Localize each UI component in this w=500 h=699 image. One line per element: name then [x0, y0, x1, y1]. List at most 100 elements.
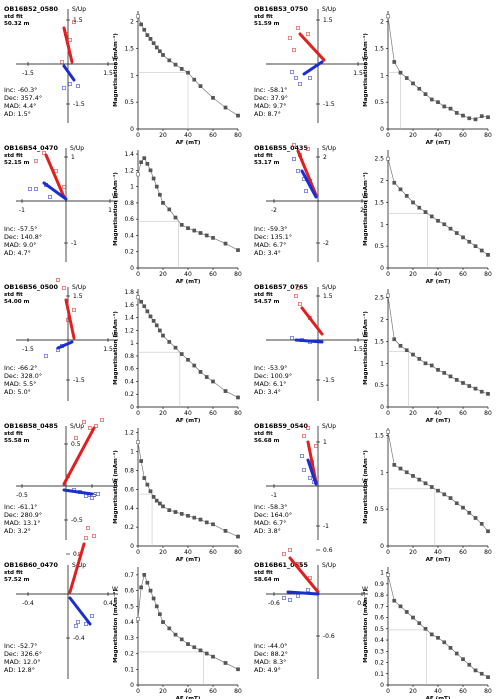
af-xtick-label: 40 — [434, 549, 442, 556]
zij-vertical-label: S/Up — [72, 284, 86, 291]
depth-label: 54.57 m — [254, 299, 280, 305]
af-xtick-label: 20 — [159, 271, 167, 278]
af-xtick-label: 40 — [434, 410, 442, 417]
af-point — [392, 180, 397, 185]
stat-ad: AD: 4.7° — [4, 249, 31, 257]
zij-vertical-label: S/Up — [322, 423, 336, 430]
af-xtick-label: 60 — [459, 271, 467, 278]
af-point — [139, 299, 143, 304]
af-point — [161, 620, 165, 624]
vertical-projection-point — [84, 536, 88, 540]
af-xlabel: AF (mT) — [426, 140, 451, 146]
af-ytick-label: 0 — [380, 543, 384, 550]
stat-mad: MAD: 9.7° — [254, 102, 286, 110]
vertical-projection-point — [66, 474, 70, 478]
af-xtick-label: 20 — [409, 271, 417, 278]
af-ytick-label: 0 — [130, 543, 134, 550]
af-ytick-label: 0.3 — [124, 635, 134, 642]
stat-ad: AD: 3.4° — [254, 388, 281, 396]
stat-mad: MAD: 5.5° — [4, 380, 36, 388]
af-ytick-label: 0 — [380, 126, 384, 133]
af-ytick-label: 1.5 — [374, 432, 384, 439]
vertical-projection-point — [34, 159, 38, 163]
zij-ytick-label: -1 — [71, 240, 77, 247]
af-point — [192, 363, 197, 368]
af-ytick-label: 1.4 — [124, 151, 134, 158]
af-point — [442, 222, 447, 227]
af-point — [198, 84, 203, 88]
stat-dec: Dec: 37.9° — [254, 94, 288, 102]
zij-ytick-label: -1.5 — [73, 377, 85, 384]
af-series-line — [387, 158, 489, 256]
af-xtick-label: 40 — [434, 271, 442, 278]
zij-ytick-label: 0.5 — [71, 441, 81, 448]
vertical-projection-point — [62, 185, 66, 189]
af-xlabel: AF (mT) — [426, 279, 451, 285]
af-point — [173, 62, 178, 67]
af-ytick-label: 0.5 — [374, 506, 384, 513]
zij-xtick-label: -0.5 — [16, 492, 28, 499]
vertical-projection-point — [88, 426, 92, 430]
af-ytick-label: 0.2 — [124, 249, 134, 256]
stat-mad: MAD: 13.1° — [4, 519, 40, 527]
af-series-line — [387, 431, 489, 532]
zij-xtick-label: -2 — [271, 207, 277, 214]
af-point — [386, 573, 390, 577]
af-ytick-label: 0 — [380, 682, 384, 689]
horizontal-projection-point — [34, 187, 38, 191]
vertical-projection-point — [306, 32, 310, 36]
horizontal-projection-fit — [306, 458, 318, 486]
af-point — [154, 604, 159, 609]
vertical-projection-point — [306, 147, 310, 151]
zij-xtick-label: -0.6 — [268, 600, 280, 607]
af-ytick-label: 1 — [130, 340, 134, 347]
af-ytick-label: 0.1 — [374, 671, 384, 678]
stat-dec: Dec: 328.0° — [4, 372, 42, 380]
stat-ad: AD: 1.5° — [4, 110, 31, 118]
stat-mad: MAD: 4.4° — [4, 102, 36, 110]
af-ytick-label: 0.6 — [124, 216, 134, 223]
af-point — [148, 168, 153, 173]
af-point — [454, 378, 459, 382]
af-ylabel: Magnetisation (mAm⁻¹) — [362, 450, 369, 524]
zij-horizontal-label: W — [362, 332, 368, 339]
sample-name: OB16B58_0485 — [4, 422, 58, 430]
vertical-projection-point — [60, 60, 64, 64]
af-xlabel: AF (mT) — [176, 418, 201, 424]
af-xtick-label: 60 — [209, 410, 217, 417]
zij-xtick-label: 2 — [360, 207, 364, 214]
af-point — [223, 105, 228, 110]
zij-ytick-label: 0.4 — [73, 551, 83, 558]
af-point — [454, 111, 459, 115]
af-ytick-label: 1.2 — [124, 430, 134, 437]
zij-ytick-label: 1.5 — [73, 293, 83, 300]
af-point — [158, 192, 162, 197]
af-xtick-label: 0 — [386, 132, 390, 139]
af-xtick-label: 40 — [184, 271, 192, 278]
horizontal-projection-point — [44, 354, 48, 358]
horizontal-projection-point — [74, 624, 78, 628]
af-point — [479, 389, 484, 394]
af-point — [145, 580, 150, 585]
af-point — [486, 392, 490, 396]
zij-ytick-label: -0.4 — [73, 635, 85, 642]
zij-ytick-label: -1 — [323, 523, 329, 530]
af-ytick-label: 1.5 — [374, 199, 384, 206]
af-ytick-label: 0.2 — [374, 660, 384, 667]
af-point — [158, 501, 162, 506]
vertical-projection-point — [42, 151, 46, 155]
vertical-projection-point — [296, 26, 300, 30]
af-point — [198, 648, 203, 653]
af-point — [448, 226, 453, 231]
stat-ad: AD: 12.8° — [4, 666, 35, 674]
af-point — [486, 529, 490, 534]
af-point — [386, 293, 390, 298]
af-ytick-label: 1 — [380, 72, 384, 79]
af-ytick-label: 1.6 — [124, 302, 134, 309]
af-ytick-label: 2 — [130, 19, 134, 26]
af-point — [486, 115, 490, 120]
af-point — [145, 161, 150, 166]
af-point — [236, 248, 240, 252]
